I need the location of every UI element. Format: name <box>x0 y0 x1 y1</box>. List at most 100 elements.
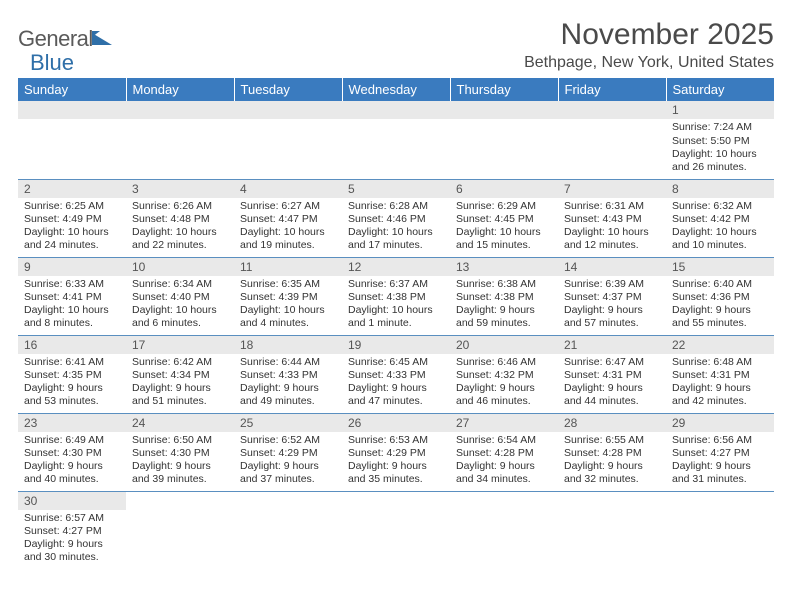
calendar-header-row: SundayMondayTuesdayWednesdayThursdayFrid… <box>18 78 774 101</box>
day-content: Sunrise: 6:53 AMSunset: 4:29 PMDaylight:… <box>342 432 450 491</box>
daylight-text: Daylight: 9 hours and 46 minutes. <box>456 382 552 408</box>
sunset-text: Sunset: 4:34 PM <box>132 369 228 382</box>
calendar-cell <box>450 101 558 179</box>
daylight-text: Daylight: 10 hours and 26 minutes. <box>672 148 768 174</box>
calendar-cell: 11Sunrise: 6:35 AMSunset: 4:39 PMDayligh… <box>234 257 342 335</box>
daylight-text: Daylight: 10 hours and 19 minutes. <box>240 226 336 252</box>
calendar-cell <box>342 101 450 179</box>
calendar-cell: 14Sunrise: 6:39 AMSunset: 4:37 PMDayligh… <box>558 257 666 335</box>
location: Bethpage, New York, United States <box>524 54 774 72</box>
daylight-text: Daylight: 10 hours and 17 minutes. <box>348 226 444 252</box>
empty-daynum <box>126 101 234 119</box>
sunrise-text: Sunrise: 6:37 AM <box>348 278 444 291</box>
day-number: 17 <box>126 336 234 354</box>
sunset-text: Sunset: 4:48 PM <box>132 213 228 226</box>
daylight-text: Daylight: 9 hours and 40 minutes. <box>24 460 120 486</box>
day-number: 26 <box>342 414 450 432</box>
sunset-text: Sunset: 4:38 PM <box>348 291 444 304</box>
day-number: 21 <box>558 336 666 354</box>
day-number: 24 <box>126 414 234 432</box>
calendar-cell <box>126 101 234 179</box>
calendar-body: 1Sunrise: 7:24 AMSunset: 5:50 PMDaylight… <box>18 101 774 569</box>
calendar-cell: 26Sunrise: 6:53 AMSunset: 4:29 PMDayligh… <box>342 413 450 491</box>
day-number: 5 <box>342 180 450 198</box>
calendar-cell: 17Sunrise: 6:42 AMSunset: 4:34 PMDayligh… <box>126 335 234 413</box>
day-content: Sunrise: 6:41 AMSunset: 4:35 PMDaylight:… <box>18 354 126 413</box>
sunrise-text: Sunrise: 6:55 AM <box>564 434 660 447</box>
daylight-text: Daylight: 9 hours and 55 minutes. <box>672 304 768 330</box>
sunrise-text: Sunrise: 6:49 AM <box>24 434 120 447</box>
sunrise-text: Sunrise: 6:46 AM <box>456 356 552 369</box>
sunrise-text: Sunrise: 6:29 AM <box>456 200 552 213</box>
sunrise-text: Sunrise: 6:57 AM <box>24 512 120 525</box>
daylight-text: Daylight: 9 hours and 30 minutes. <box>24 538 120 564</box>
sunset-text: Sunset: 4:28 PM <box>456 447 552 460</box>
daylight-text: Daylight: 9 hours and 59 minutes. <box>456 304 552 330</box>
day-number: 6 <box>450 180 558 198</box>
sunrise-text: Sunrise: 6:34 AM <box>132 278 228 291</box>
sunset-text: Sunset: 4:31 PM <box>672 369 768 382</box>
day-number: 13 <box>450 258 558 276</box>
daylight-text: Daylight: 9 hours and 35 minutes. <box>348 460 444 486</box>
day-number: 1 <box>666 101 774 119</box>
column-header: Sunday <box>18 78 126 101</box>
calendar-cell <box>234 101 342 179</box>
day-content: Sunrise: 6:32 AMSunset: 4:42 PMDaylight:… <box>666 198 774 257</box>
day-number: 22 <box>666 336 774 354</box>
calendar-cell: 22 Sunrise: 6:48 AMSunset: 4:31 PMDayligh… <box>666 335 774 413</box>
calendar-week: 1Sunrise: 7:24 AMSunset: 5:50 PMDaylight… <box>18 101 774 179</box>
logo-text-blue: Blue <box>30 50 74 76</box>
calendar-cell: 19Sunrise: 6:45 AMSunset: 4:33 PMDayligh… <box>342 335 450 413</box>
month-title: November 2025 <box>524 18 774 52</box>
daylight-text: Daylight: 10 hours and 1 minute. <box>348 304 444 330</box>
sunrise-text: Sunrise: 6:44 AM <box>240 356 336 369</box>
day-number: 20 <box>450 336 558 354</box>
day-content: Sunrise: 6:25 AMSunset: 4:49 PMDaylight:… <box>18 198 126 257</box>
calendar-cell: 5Sunrise: 6:28 AMSunset: 4:46 PMDaylight… <box>342 179 450 257</box>
calendar-cell: 21Sunrise: 6:47 AMSunset: 4:31 PMDayligh… <box>558 335 666 413</box>
sunset-text: Sunset: 4:32 PM <box>456 369 552 382</box>
column-header: Wednesday <box>342 78 450 101</box>
calendar-table: SundayMondayTuesdayWednesdayThursdayFrid… <box>18 78 774 569</box>
calendar-cell: 3Sunrise: 6:26 AMSunset: 4:48 PMDaylight… <box>126 179 234 257</box>
day-number: 15 <box>666 258 774 276</box>
sunrise-text: Sunrise: 6:45 AM <box>348 356 444 369</box>
day-number: 28 <box>558 414 666 432</box>
sunset-text: Sunset: 4:38 PM <box>456 291 552 304</box>
calendar-cell: 10Sunrise: 6:34 AMSunset: 4:40 PMDayligh… <box>126 257 234 335</box>
sunrise-text: Sunrise: 6:48 AM <box>672 356 768 369</box>
column-header: Thursday <box>450 78 558 101</box>
calendar-week: 16Sunrise: 6:41 AMSunset: 4:35 PMDayligh… <box>18 335 774 413</box>
empty-daynum <box>234 101 342 119</box>
logo-text-general: General <box>18 26 93 52</box>
day-number: 2 <box>18 180 126 198</box>
day-content: Sunrise: 6:47 AMSunset: 4:31 PMDaylight:… <box>558 354 666 413</box>
day-content: Sunrise: 6:46 AMSunset: 4:32 PMDaylight:… <box>450 354 558 413</box>
sunset-text: Sunset: 4:37 PM <box>564 291 660 304</box>
sunset-text: Sunset: 4:28 PM <box>564 447 660 460</box>
sunset-text: Sunset: 4:33 PM <box>240 369 336 382</box>
calendar-cell: 23Sunrise: 6:49 AMSunset: 4:30 PMDayligh… <box>18 413 126 491</box>
daylight-text: Daylight: 9 hours and 53 minutes. <box>24 382 120 408</box>
daylight-text: Daylight: 10 hours and 8 minutes. <box>24 304 120 330</box>
daylight-text: Daylight: 9 hours and 37 minutes. <box>240 460 336 486</box>
day-content: Sunrise: 6:38 AMSunset: 4:38 PMDaylight:… <box>450 276 558 335</box>
day-content: Sunrise: 6:31 AMSunset: 4:43 PMDaylight:… <box>558 198 666 257</box>
calendar-cell <box>18 101 126 179</box>
calendar-cell <box>126 491 234 569</box>
day-number: 16 <box>18 336 126 354</box>
column-header: Saturday <box>666 78 774 101</box>
header: General November 2025 Bethpage, New York… <box>18 18 774 72</box>
sunset-text: Sunset: 4:49 PM <box>24 213 120 226</box>
day-content: Sunrise: 6:54 AMSunset: 4:28 PMDaylight:… <box>450 432 558 491</box>
sunrise-text: Sunrise: 6:28 AM <box>348 200 444 213</box>
day-content: Sunrise: 6:28 AMSunset: 4:46 PMDaylight:… <box>342 198 450 257</box>
sunrise-text: Sunrise: 6:41 AM <box>24 356 120 369</box>
calendar-week: 30Sunrise: 6:57 AMSunset: 4:27 PMDayligh… <box>18 491 774 569</box>
sunset-text: Sunset: 4:46 PM <box>348 213 444 226</box>
day-content: Sunrise: 6:45 AMSunset: 4:33 PMDaylight:… <box>342 354 450 413</box>
daylight-text: Daylight: 9 hours and 42 minutes. <box>672 382 768 408</box>
calendar-cell: 30Sunrise: 6:57 AMSunset: 4:27 PMDayligh… <box>18 491 126 569</box>
calendar-cell <box>342 491 450 569</box>
day-number: 9 <box>18 258 126 276</box>
